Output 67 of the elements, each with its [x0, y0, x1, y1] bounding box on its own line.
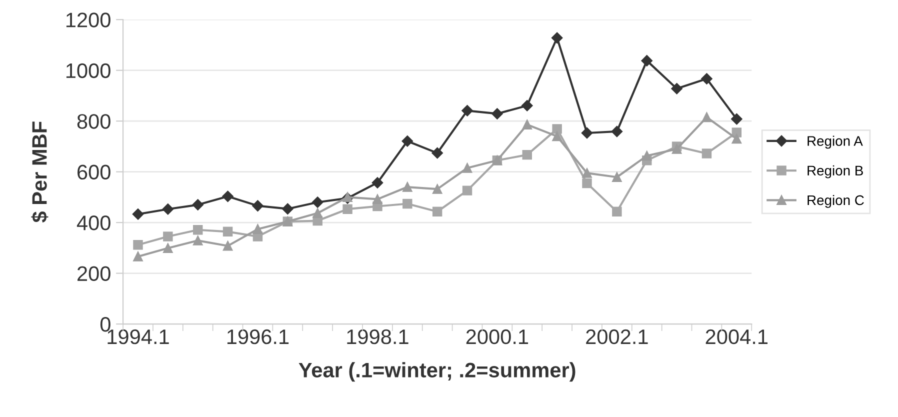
y-tick-label: 1200: [66, 12, 110, 28]
point: [641, 55, 652, 66]
point: [522, 150, 532, 160]
point: [132, 208, 144, 220]
y-tick-label: 800: [77, 114, 110, 129]
x-tick-label: 2000.1: [466, 329, 528, 344]
point: [222, 190, 234, 202]
point: [582, 178, 592, 188]
point: [432, 147, 443, 159]
x-tick-label: 2004.1: [706, 329, 768, 344]
point: [492, 108, 503, 120]
point: [252, 224, 263, 234]
y-tick-label: 400: [76, 216, 110, 230]
point: [312, 208, 322, 218]
x-tick-label: 2002.1: [586, 329, 648, 344]
point: [193, 236, 203, 246]
point: [402, 136, 413, 147]
point: [282, 203, 294, 214]
point: [372, 177, 384, 188]
point: [611, 126, 623, 138]
point: [133, 252, 143, 262]
y-axis-title: $ Per MBF: [31, 122, 48, 222]
point: [162, 203, 174, 215]
x-tick-label: 1996.1: [227, 329, 289, 344]
point: [222, 226, 233, 237]
legend-label: Region B: [808, 165, 863, 178]
point: [432, 206, 442, 216]
y-tick-label: 1000: [66, 63, 110, 78]
point: [163, 232, 173, 242]
point: [522, 120, 532, 130]
point: [462, 186, 472, 196]
point: [642, 150, 652, 161]
legend-label: Region C: [808, 194, 864, 208]
point: [402, 182, 412, 192]
point: [702, 148, 712, 158]
point: [732, 134, 742, 144]
legend-label: Region A: [808, 136, 863, 149]
point: [192, 199, 204, 210]
point: [671, 82, 682, 94]
point: [402, 198, 412, 209]
point: [522, 100, 533, 112]
y-tick-label: 200: [78, 266, 110, 282]
point: [252, 200, 264, 212]
x-tick-label: 1998.1: [347, 329, 408, 344]
point: [222, 241, 233, 251]
point: [551, 32, 563, 44]
point: [612, 206, 622, 216]
x-axis-title: Year (.1=winter; .2=summer): [298, 362, 576, 382]
point: [193, 225, 203, 235]
point: [133, 240, 143, 250]
point: [432, 184, 442, 194]
point: [312, 196, 324, 208]
point: [342, 204, 352, 214]
point: [702, 112, 712, 122]
point: [552, 124, 562, 134]
point: [552, 131, 562, 142]
point: [731, 113, 742, 125]
y-tick-label: 600: [78, 164, 110, 180]
point: [372, 194, 382, 204]
point: [462, 105, 473, 116]
point: [672, 144, 682, 154]
point: [581, 127, 593, 139]
point: [612, 172, 622, 182]
point: [163, 243, 173, 254]
point: [582, 168, 592, 178]
point: [701, 73, 712, 84]
point: [462, 163, 472, 173]
